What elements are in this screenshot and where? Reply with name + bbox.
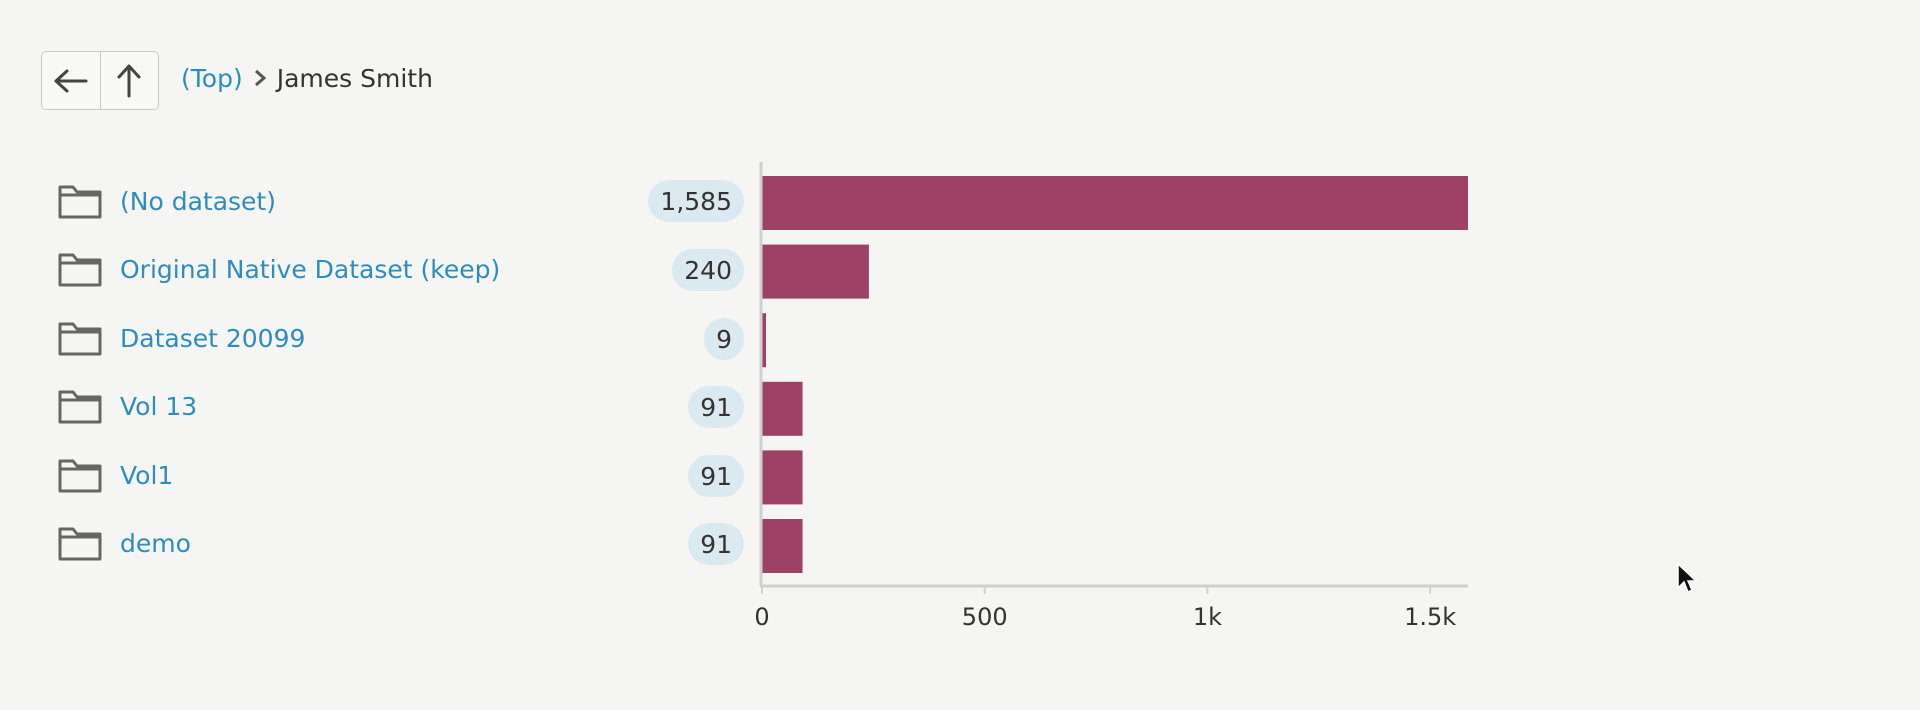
folder-icon bbox=[58, 459, 102, 493]
dataset-link[interactable]: Vol 13 bbox=[120, 391, 198, 421]
dataset-link[interactable]: Original Native Dataset (keep) bbox=[120, 254, 501, 284]
dataset-link[interactable]: (No dataset) bbox=[120, 186, 276, 216]
count-badge: 1,585 bbox=[648, 180, 744, 222]
list-item[interactable]: demo bbox=[58, 523, 578, 563]
dataset-link[interactable]: demo bbox=[120, 528, 191, 558]
breadcrumb-root-link[interactable]: (Top) bbox=[181, 63, 243, 93]
count-badge: 91 bbox=[688, 523, 744, 565]
bar bbox=[762, 519, 803, 573]
list-item[interactable]: (No dataset) bbox=[58, 181, 578, 221]
count-badge: 9 bbox=[704, 318, 744, 360]
x-tick-label: 500 bbox=[962, 603, 1008, 631]
bar bbox=[762, 450, 803, 505]
x-tick-label: 0 bbox=[754, 603, 769, 631]
navigation-button-group bbox=[41, 51, 159, 110]
bar bbox=[762, 176, 1468, 230]
folder-icon bbox=[58, 185, 102, 219]
dataset-link[interactable]: Dataset 20099 bbox=[120, 323, 306, 353]
breadcrumb-current: James Smith bbox=[276, 63, 433, 93]
dataset-link[interactable]: Vol1 bbox=[120, 460, 174, 490]
breadcrumb: (Top) James Smith bbox=[181, 60, 433, 96]
up-button[interactable] bbox=[99, 52, 159, 109]
arrow-left-icon bbox=[54, 69, 88, 92]
list-item[interactable]: Original Native Dataset (keep) bbox=[58, 249, 578, 289]
list-item[interactable]: Vol1 bbox=[58, 455, 578, 495]
list-item[interactable]: Vol 13 bbox=[58, 386, 578, 426]
folder-icon bbox=[58, 253, 102, 287]
x-tick-label: 1k bbox=[1193, 603, 1222, 631]
back-button[interactable] bbox=[42, 52, 100, 109]
mouse-cursor-icon bbox=[1677, 562, 1698, 594]
folder-icon bbox=[58, 527, 102, 561]
bar bbox=[762, 244, 869, 299]
x-tick-label: 1.5k bbox=[1404, 603, 1456, 631]
folder-icon bbox=[58, 322, 102, 356]
bar bbox=[762, 381, 803, 436]
bar bbox=[762, 313, 767, 368]
count-badge: 91 bbox=[688, 455, 744, 497]
folder-icon bbox=[58, 390, 102, 424]
count-badge: 91 bbox=[688, 386, 744, 428]
chevron-right-icon bbox=[253, 68, 267, 88]
list-item[interactable]: Dataset 20099 bbox=[58, 318, 578, 358]
arrow-up-icon bbox=[117, 64, 141, 97]
count-badge: 240 bbox=[672, 249, 744, 291]
